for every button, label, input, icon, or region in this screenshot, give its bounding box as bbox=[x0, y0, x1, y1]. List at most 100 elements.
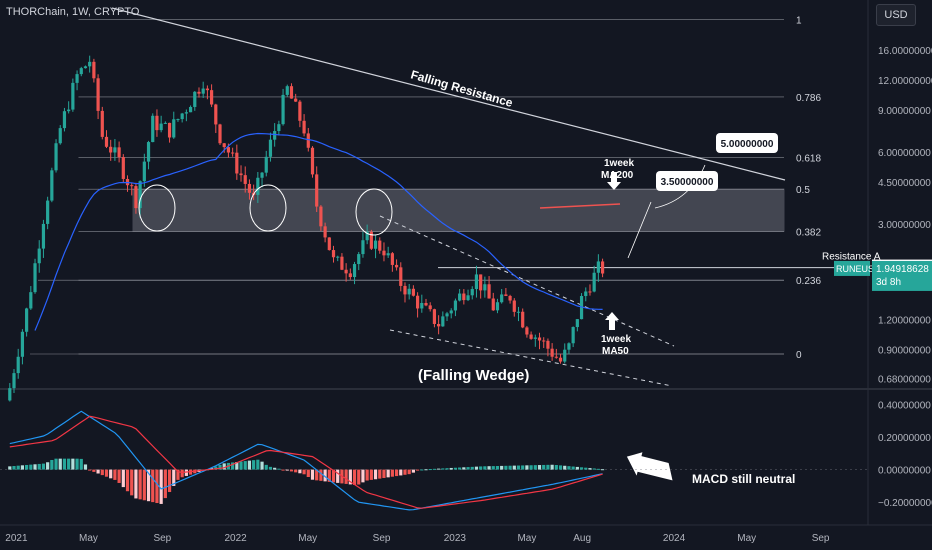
macd-histogram-bar bbox=[500, 465, 504, 470]
symbol-title: THORChain, 1W, CRYPTO bbox=[6, 6, 140, 18]
macd-annotation: MACD still neutral bbox=[692, 472, 795, 486]
macd-histogram-bar bbox=[180, 469, 184, 478]
candle-body bbox=[29, 292, 33, 309]
candle-body bbox=[378, 240, 382, 251]
macd-histogram-bar bbox=[504, 465, 508, 470]
macd-histogram-bar bbox=[474, 466, 479, 470]
candle-body bbox=[512, 300, 516, 312]
candle-body bbox=[75, 74, 79, 83]
macd-histogram-bar bbox=[546, 464, 550, 470]
candle-body bbox=[428, 305, 432, 310]
macd-histogram-bar bbox=[437, 468, 441, 470]
candle-body bbox=[437, 323, 441, 327]
candle-body bbox=[222, 143, 226, 148]
macd-histogram-bar bbox=[218, 464, 222, 470]
candle-body bbox=[453, 300, 458, 311]
macd-histogram-bar bbox=[125, 469, 130, 492]
highlight-circle bbox=[355, 188, 393, 236]
candle-body bbox=[399, 267, 403, 286]
macd-histogram-bar bbox=[584, 467, 588, 470]
macd-histogram-bar bbox=[256, 459, 260, 470]
macd-histogram-bar bbox=[458, 467, 462, 470]
macd-histogram-bar bbox=[184, 469, 188, 476]
currency-button[interactable]: USD bbox=[876, 4, 916, 26]
macd-tick: 0.00000000 bbox=[878, 466, 931, 477]
macd-histogram-bar bbox=[579, 467, 584, 470]
macd-tick: −0.20000000 bbox=[878, 498, 932, 509]
macd-histogram-bar bbox=[281, 469, 285, 471]
candle-body bbox=[289, 86, 294, 99]
macd-histogram-bar bbox=[243, 461, 247, 470]
fib-label: 1 bbox=[796, 15, 802, 26]
macd-histogram-bar bbox=[239, 461, 243, 470]
candle-body bbox=[172, 119, 176, 138]
macd-histogram-bar bbox=[92, 469, 96, 472]
macd-histogram-bar bbox=[516, 465, 521, 470]
price-tick: 16.00000000 bbox=[878, 46, 932, 57]
candle-body bbox=[407, 288, 411, 295]
falling-wedge-label: (Falling Wedge) bbox=[418, 367, 529, 384]
candle-body bbox=[558, 357, 563, 362]
macd-histogram-bar bbox=[407, 469, 411, 475]
candle-body bbox=[571, 327, 575, 344]
candle-body bbox=[483, 284, 487, 291]
fibonacci-levels: 1 0.786 0.618 0.5 0.382 0.236 0 Resistance A1.9… bbox=[30, 15, 932, 361]
macd-histogram-bar bbox=[16, 465, 20, 470]
macd-histogram-bar bbox=[109, 469, 113, 479]
macd-histogram-bar bbox=[596, 468, 600, 470]
target-box bbox=[716, 133, 778, 153]
candle-body bbox=[130, 185, 134, 187]
candle-body bbox=[176, 119, 180, 121]
candle-body bbox=[525, 327, 529, 335]
candle-body bbox=[121, 157, 125, 179]
resistance-label: Resistance A bbox=[822, 252, 881, 263]
target-value: 3.50000000 bbox=[661, 177, 714, 188]
support-zone-box bbox=[132, 188, 785, 232]
macd-histogram-bar bbox=[172, 469, 176, 486]
current-price: 1.94918628 bbox=[876, 264, 929, 275]
price-tick: 4.50000000 bbox=[878, 178, 931, 189]
candle-body bbox=[79, 68, 83, 75]
candle-body bbox=[403, 285, 407, 295]
candle-body bbox=[54, 143, 58, 171]
candle-body bbox=[352, 264, 357, 278]
macd-histogram-bar bbox=[214, 466, 218, 470]
time-tick: 2024 bbox=[663, 533, 686, 544]
candle-body bbox=[163, 122, 167, 124]
candle-body bbox=[327, 237, 331, 251]
candle-body bbox=[285, 86, 289, 95]
candle-body bbox=[516, 311, 521, 313]
candle-body bbox=[563, 349, 567, 362]
time-tick: Aug bbox=[573, 533, 591, 544]
candle-body bbox=[92, 61, 96, 79]
candle-body bbox=[348, 273, 352, 278]
candle-body bbox=[487, 284, 491, 299]
fib-label: 0 bbox=[796, 350, 802, 361]
macd-histogram-bar bbox=[268, 466, 273, 470]
macd-histogram-bar bbox=[71, 458, 75, 470]
macd-histogram-bar bbox=[138, 469, 142, 500]
macd-histogram-bar bbox=[441, 468, 445, 470]
candle-body bbox=[542, 340, 546, 342]
candle-body bbox=[8, 388, 12, 401]
time-tick: 2021 bbox=[5, 533, 28, 544]
ma200-label-2: MA200 bbox=[601, 170, 634, 181]
candle-body bbox=[247, 183, 252, 193]
macd-histogram-bar bbox=[588, 468, 592, 470]
macd-histogram-bar bbox=[521, 465, 525, 470]
macd-histogram-bar bbox=[542, 464, 546, 470]
macd-histogram-bar bbox=[403, 469, 407, 475]
macd-histogram-bar bbox=[567, 466, 571, 470]
macd-histogram-bar bbox=[533, 465, 537, 470]
candle-body bbox=[67, 109, 71, 112]
candle-body bbox=[298, 101, 302, 121]
candle-body bbox=[151, 115, 155, 143]
candle-body bbox=[100, 110, 104, 137]
price-tick: 1.20000000 bbox=[878, 315, 931, 326]
macd-histogram-bar bbox=[352, 469, 357, 485]
candle-body bbox=[235, 152, 239, 174]
candle-body bbox=[226, 147, 231, 153]
macd-histogram-bar bbox=[83, 464, 88, 470]
macd-histogram-bar bbox=[466, 467, 470, 470]
